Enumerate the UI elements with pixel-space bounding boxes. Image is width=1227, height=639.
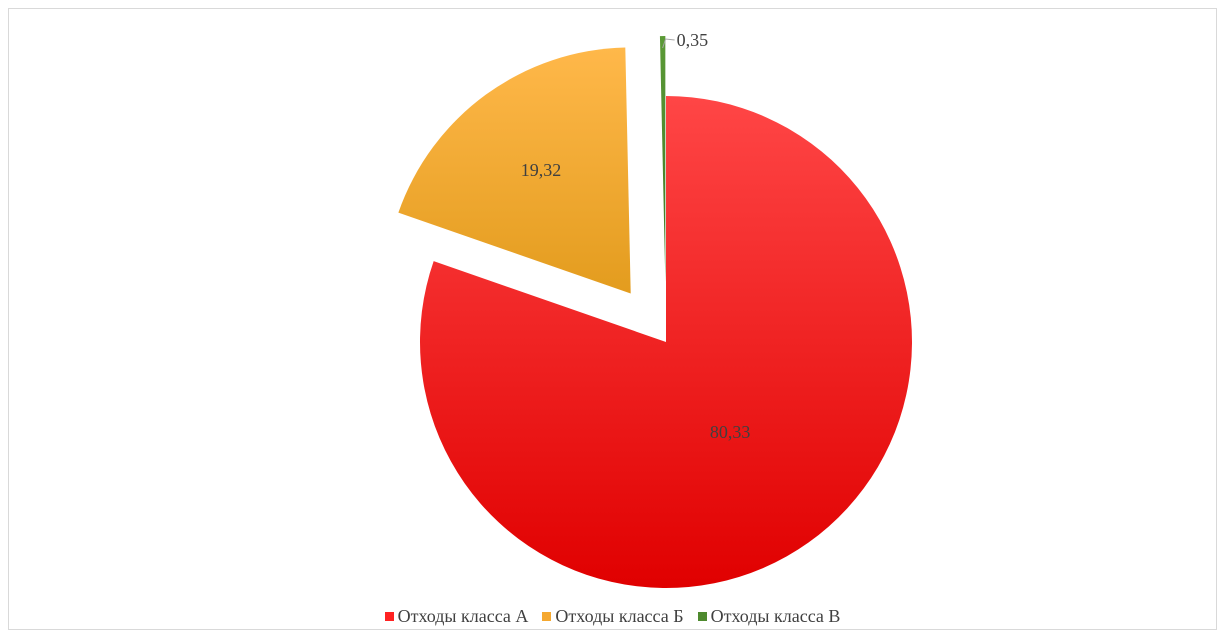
legend-swatch-class-c <box>697 612 707 621</box>
legend-item-class-c: Отходы класса В <box>697 606 841 627</box>
legend-swatch-class-a <box>384 612 394 621</box>
legend-label-class-a: Отходы класса А <box>397 606 529 626</box>
legend-label-class-b: Отходы класса Б <box>555 606 684 626</box>
legend-label-class-c: Отходы класса В <box>710 606 841 626</box>
pie-chart: 80,33 19,32 0,35 <box>398 30 912 588</box>
slice-class-b <box>398 47 631 294</box>
data-label-class-b: 19,32 <box>521 160 562 180</box>
legend-swatch-class-b <box>542 612 552 621</box>
legend-item-class-b: Отходы класса Б <box>542 606 684 627</box>
data-label-class-a: 80,33 <box>710 422 751 442</box>
slice-class-a <box>419 96 912 588</box>
chart-frame: 80,33 19,32 0,35 Отходы класса А Отходы кл… <box>8 8 1217 630</box>
legend-item-class-a: Отходы класса А <box>384 606 529 627</box>
data-label-class-c: 0,35 <box>677 30 709 50</box>
slice-class-c <box>659 36 666 283</box>
legend: Отходы класса А Отходы класса Б Отходы к… <box>9 606 1216 627</box>
leader-line-class-c <box>662 38 675 49</box>
